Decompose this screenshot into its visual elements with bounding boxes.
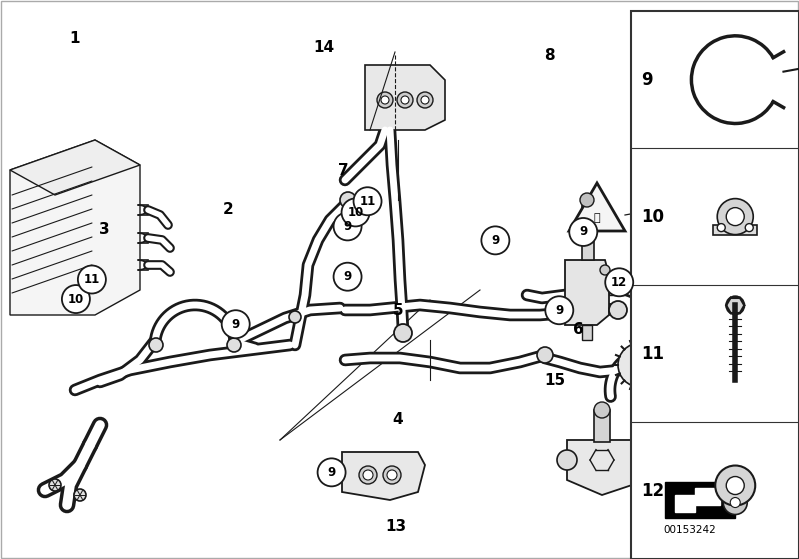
Circle shape — [569, 218, 598, 246]
Circle shape — [377, 92, 393, 108]
Text: 14: 14 — [313, 40, 334, 55]
Text: 11: 11 — [360, 195, 376, 208]
Circle shape — [62, 285, 90, 313]
Circle shape — [537, 347, 553, 363]
Circle shape — [605, 268, 634, 296]
Text: 9: 9 — [328, 466, 336, 479]
Text: 9: 9 — [344, 220, 352, 233]
Circle shape — [421, 96, 429, 104]
Text: 00153242: 00153242 — [664, 525, 717, 535]
Text: 9: 9 — [642, 70, 653, 89]
Circle shape — [715, 466, 755, 505]
Circle shape — [580, 193, 594, 207]
Circle shape — [723, 491, 747, 514]
Circle shape — [401, 96, 409, 104]
Text: 10: 10 — [68, 292, 84, 306]
Text: 3: 3 — [98, 222, 109, 236]
Circle shape — [726, 207, 744, 226]
Text: 11: 11 — [642, 344, 664, 363]
Circle shape — [609, 301, 627, 319]
Circle shape — [381, 96, 389, 104]
Circle shape — [397, 92, 413, 108]
Circle shape — [730, 498, 740, 508]
Circle shape — [221, 310, 250, 338]
Circle shape — [289, 311, 301, 323]
Bar — [582, 200, 592, 232]
Polygon shape — [675, 488, 720, 512]
Circle shape — [353, 187, 382, 215]
Text: 12: 12 — [642, 481, 664, 500]
Text: 9: 9 — [579, 225, 587, 239]
Circle shape — [718, 198, 753, 235]
Circle shape — [359, 466, 377, 484]
Circle shape — [481, 226, 510, 254]
Text: 11: 11 — [84, 273, 100, 286]
Circle shape — [394, 324, 412, 342]
Circle shape — [383, 466, 401, 484]
Circle shape — [363, 470, 373, 480]
Circle shape — [341, 198, 370, 226]
Bar — [631, 11, 799, 559]
Text: 🐿: 🐿 — [594, 213, 600, 223]
Circle shape — [726, 476, 744, 495]
Bar — [714, 225, 757, 235]
Text: 9: 9 — [555, 304, 563, 317]
Polygon shape — [567, 440, 642, 495]
Text: 5: 5 — [392, 303, 403, 318]
Text: 4: 4 — [392, 412, 403, 427]
Text: 8: 8 — [544, 49, 555, 63]
Bar — [609, 285, 627, 295]
Polygon shape — [569, 183, 625, 231]
Circle shape — [333, 263, 362, 291]
Circle shape — [618, 343, 662, 387]
Circle shape — [317, 458, 346, 486]
Text: 9: 9 — [344, 270, 352, 283]
Circle shape — [600, 265, 610, 275]
Circle shape — [718, 224, 725, 231]
Text: 2: 2 — [222, 202, 233, 217]
Text: 13: 13 — [385, 519, 406, 534]
Text: 9: 9 — [491, 234, 499, 247]
Circle shape — [78, 266, 106, 293]
Circle shape — [745, 224, 753, 231]
Polygon shape — [565, 260, 609, 325]
Bar — [582, 230, 594, 260]
Bar — [594, 410, 610, 442]
Text: 10: 10 — [642, 207, 664, 226]
Text: 10: 10 — [348, 206, 364, 219]
Text: 12: 12 — [611, 276, 627, 289]
Text: 9: 9 — [232, 318, 240, 331]
Circle shape — [594, 402, 610, 418]
Text: 7: 7 — [338, 163, 349, 178]
Text: 6: 6 — [573, 323, 584, 337]
Circle shape — [726, 296, 744, 314]
Circle shape — [227, 338, 241, 352]
Circle shape — [49, 479, 61, 491]
Bar — [665, 482, 735, 518]
Circle shape — [149, 338, 163, 352]
Circle shape — [417, 92, 433, 108]
Polygon shape — [10, 140, 140, 315]
Polygon shape — [365, 65, 445, 130]
Text: 1: 1 — [69, 31, 80, 45]
Circle shape — [387, 470, 397, 480]
Circle shape — [557, 450, 577, 470]
Circle shape — [545, 296, 574, 324]
Polygon shape — [342, 452, 425, 500]
Circle shape — [74, 489, 86, 501]
Bar — [582, 325, 592, 340]
Circle shape — [333, 212, 362, 240]
Text: 15: 15 — [545, 373, 566, 387]
Circle shape — [340, 192, 356, 208]
Polygon shape — [10, 140, 140, 195]
